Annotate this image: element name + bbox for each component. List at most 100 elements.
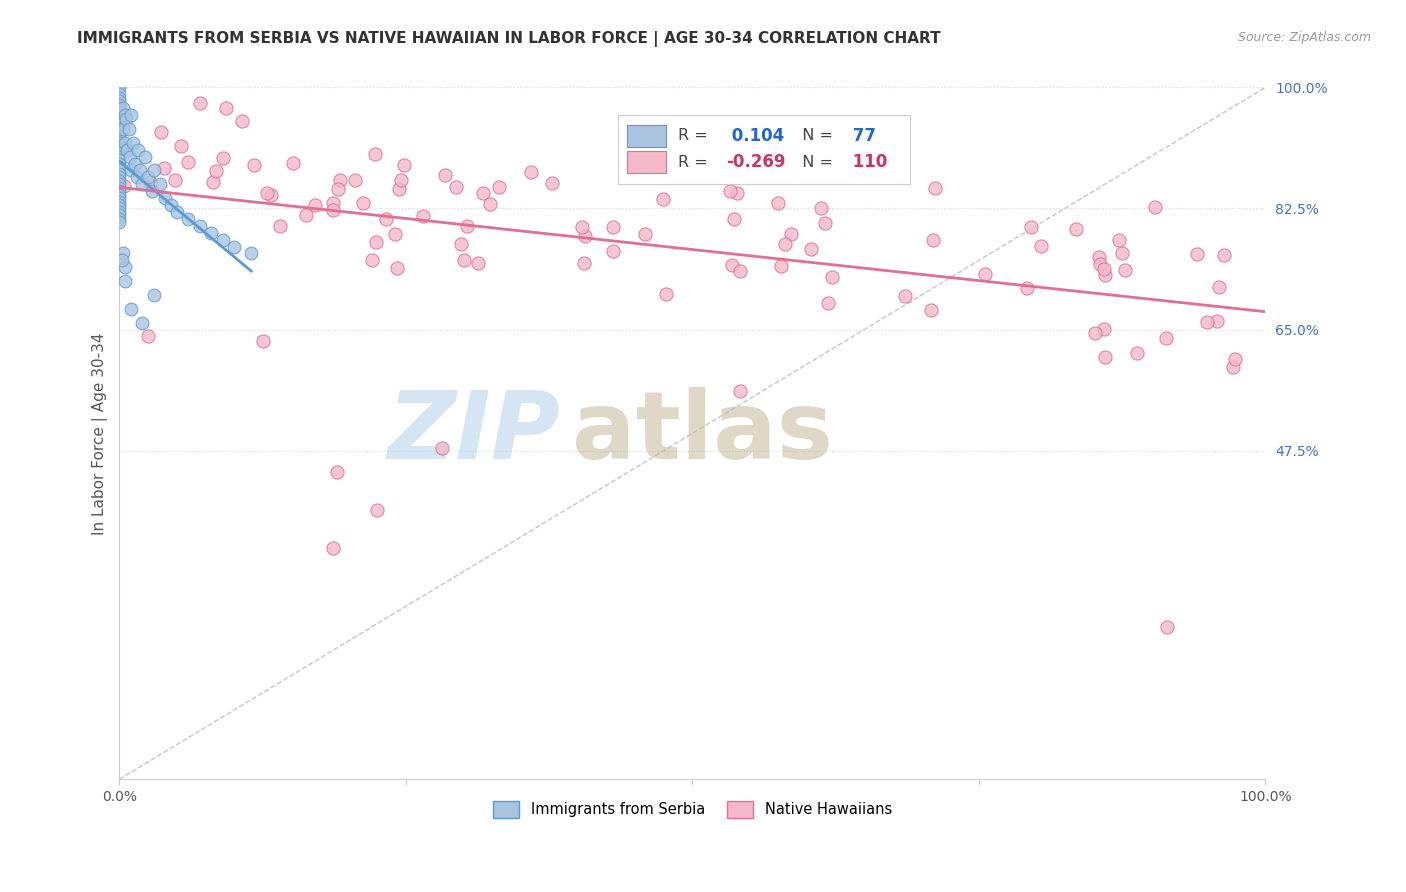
Point xyxy=(779,227,801,241)
Point xyxy=(108,128,131,143)
Point xyxy=(1222,360,1244,375)
Y-axis label: In Labor Force | Age 30-34: In Labor Force | Age 30-34 xyxy=(93,332,108,534)
Point xyxy=(122,136,145,150)
Point xyxy=(326,465,349,479)
Point xyxy=(322,196,344,211)
Point xyxy=(108,104,131,119)
Point xyxy=(108,87,131,102)
Point xyxy=(160,198,183,212)
Point xyxy=(108,139,131,153)
Point xyxy=(922,233,945,247)
Point xyxy=(1114,263,1136,277)
Point xyxy=(142,288,165,302)
Point xyxy=(125,170,148,185)
Point xyxy=(212,151,235,165)
Point xyxy=(467,255,489,269)
Point xyxy=(108,198,131,212)
Point xyxy=(1156,620,1178,634)
Point xyxy=(810,201,832,215)
FancyBboxPatch shape xyxy=(627,125,666,147)
Point xyxy=(108,101,131,115)
Point xyxy=(444,179,467,194)
Point xyxy=(108,184,131,198)
Point xyxy=(131,316,153,330)
Point xyxy=(108,211,131,226)
Text: atlas: atlas xyxy=(572,387,834,479)
Point xyxy=(114,260,136,275)
Point xyxy=(108,180,131,194)
Point xyxy=(134,70,156,84)
FancyBboxPatch shape xyxy=(627,151,666,173)
Point xyxy=(1094,268,1116,282)
Point xyxy=(114,136,136,150)
Point xyxy=(352,196,374,211)
Point xyxy=(120,301,142,316)
Point xyxy=(118,150,141,164)
Point xyxy=(392,158,415,172)
Point xyxy=(1195,315,1218,329)
Point xyxy=(108,187,131,202)
Point xyxy=(1088,250,1111,264)
Point xyxy=(108,97,131,112)
Point xyxy=(108,132,131,146)
Point xyxy=(240,246,263,260)
Point xyxy=(385,260,408,275)
Point xyxy=(252,334,274,348)
Point xyxy=(108,119,131,133)
Point xyxy=(389,173,412,187)
Point xyxy=(155,191,177,205)
Point xyxy=(108,115,131,129)
Point xyxy=(205,164,228,178)
Point xyxy=(478,197,501,211)
Point xyxy=(1092,261,1115,276)
Point xyxy=(269,219,291,234)
Point xyxy=(149,125,172,139)
Point xyxy=(153,161,176,175)
Point xyxy=(651,192,673,206)
Point xyxy=(108,191,131,205)
Point xyxy=(384,227,406,242)
Point xyxy=(412,210,434,224)
Point xyxy=(1088,257,1111,271)
Point xyxy=(488,180,510,194)
Text: ZIP: ZIP xyxy=(388,387,561,479)
Point xyxy=(108,208,131,222)
Point xyxy=(718,185,741,199)
Point xyxy=(131,178,153,192)
Point xyxy=(120,163,142,178)
Text: Source: ZipAtlas.com: Source: ZipAtlas.com xyxy=(1237,31,1371,45)
Point xyxy=(728,384,751,398)
Point xyxy=(231,113,253,128)
Point xyxy=(602,244,624,258)
Point xyxy=(108,136,131,150)
Text: IMMIGRANTS FROM SERBIA VS NATIVE HAWAIIAN IN LABOR FORCE | AGE 30-34 CORRELATION: IMMIGRANTS FROM SERBIA VS NATIVE HAWAIIA… xyxy=(77,31,941,47)
Point xyxy=(430,441,453,455)
Point xyxy=(322,541,344,556)
Point xyxy=(283,155,305,169)
Point xyxy=(775,236,797,251)
Text: 110: 110 xyxy=(846,153,887,171)
Point xyxy=(366,503,388,517)
Point xyxy=(108,125,131,139)
Point xyxy=(222,239,245,253)
Point xyxy=(1031,239,1053,253)
Point xyxy=(108,205,131,219)
Point xyxy=(120,108,142,122)
Point xyxy=(1064,222,1087,236)
Point xyxy=(728,264,751,278)
Point xyxy=(820,269,842,284)
Point xyxy=(170,139,193,153)
Point xyxy=(108,170,131,185)
Point xyxy=(188,219,211,233)
Point xyxy=(129,163,152,178)
Text: 0.104: 0.104 xyxy=(725,127,785,145)
Point xyxy=(108,160,131,174)
Point xyxy=(108,122,131,136)
Point xyxy=(1094,350,1116,364)
Point xyxy=(974,268,997,282)
FancyBboxPatch shape xyxy=(617,115,910,185)
Point xyxy=(1154,330,1177,344)
Point xyxy=(328,182,350,196)
Point xyxy=(433,168,456,182)
Point xyxy=(1108,233,1130,247)
